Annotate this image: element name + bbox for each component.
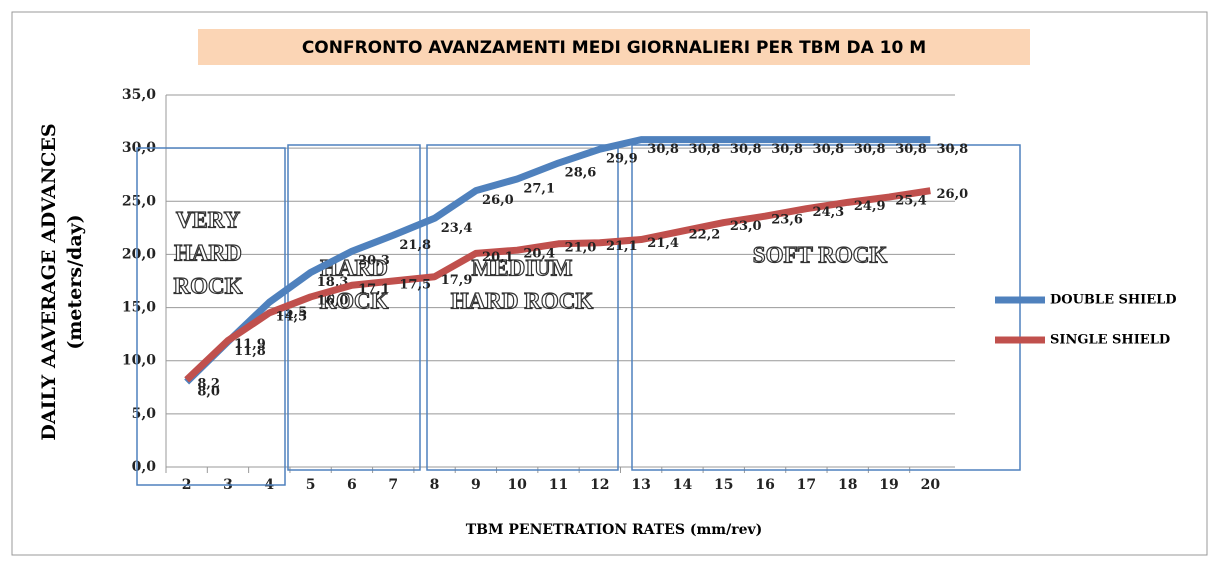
data-label: 30,8	[813, 142, 845, 157]
data-label: 28,6	[565, 166, 597, 181]
chart-border	[11, 11, 1208, 556]
region-label: HARD	[174, 240, 242, 265]
data-label: 21,1	[606, 239, 638, 254]
x-tick-label: 14	[673, 477, 693, 493]
data-label: 11,8	[234, 344, 266, 359]
x-tick-label: 13	[631, 477, 650, 493]
y-tick-label: 10,0	[122, 353, 156, 369]
y-tick-label: 0,0	[132, 459, 157, 475]
data-label: 17,9	[441, 273, 473, 288]
data-label: 17,1	[358, 282, 390, 297]
legend-label: SINGLE SHIELD	[1050, 333, 1170, 348]
data-label: 20,4	[523, 247, 555, 262]
region-label: HARD ROCK	[451, 288, 594, 313]
y-axis-label: DAILY AAVERAGE ADVANCES	[38, 123, 60, 440]
data-label: 14,5	[275, 309, 307, 324]
data-label: 11,9	[234, 337, 266, 352]
region-box	[426, 144, 619, 471]
x-tick-label: 10	[507, 477, 527, 493]
region-label: ROCK	[174, 273, 243, 298]
x-tick-label: 18	[838, 477, 857, 493]
data-label: 30,8	[689, 142, 721, 157]
y-tick-label: 25,0	[122, 193, 156, 209]
x-tick-label: 16	[755, 477, 774, 493]
region-label: MEDIUM	[472, 255, 573, 280]
data-label: 24,3	[813, 205, 845, 220]
data-label: 30,8	[854, 142, 886, 157]
x-tick-label: 7	[388, 477, 398, 493]
region-box	[631, 144, 1021, 471]
data-label: 30,8	[771, 142, 803, 157]
chart-title: CONFRONTO AVANZAMENTI MEDI GIORNALIERI P…	[302, 38, 926, 58]
data-label: 29,9	[606, 152, 638, 167]
x-tick-label: 12	[590, 477, 609, 493]
y-tick-label: 5,0	[132, 406, 157, 422]
data-label: 22,2	[689, 228, 721, 243]
data-label: 30,8	[730, 142, 762, 157]
y-tick-label: 15,0	[122, 300, 156, 316]
data-label: 23,4	[441, 221, 473, 236]
data-label: 26,0	[937, 187, 969, 202]
data-label: 25,4	[895, 194, 927, 209]
x-tick-label: 15	[714, 477, 733, 493]
region-box	[136, 147, 286, 486]
data-label: 30,8	[647, 142, 679, 157]
x-tick-label: 17	[797, 477, 816, 493]
data-label: 21,4	[647, 236, 679, 251]
data-label: 8,2	[197, 376, 220, 391]
x-tick-label: 6	[347, 477, 357, 493]
x-tick-label: 9	[471, 477, 481, 493]
data-label: 26,0	[482, 193, 514, 208]
legend-label: DOUBLE SHIELD	[1050, 293, 1177, 308]
data-label: 21,0	[565, 240, 597, 255]
data-label: 30,8	[937, 142, 969, 157]
data-label: 21,8	[399, 238, 431, 253]
data-label: 30,8	[895, 142, 927, 157]
data-label: 16,0	[317, 293, 349, 308]
y-tick-label: 20,0	[122, 246, 156, 262]
x-tick-label: 5	[306, 477, 316, 493]
x-tick-label: 20	[921, 477, 941, 493]
data-label: 8,0	[197, 384, 220, 399]
data-label: 23,6	[771, 213, 803, 228]
x-tick-label: 8	[430, 477, 440, 493]
title-background	[198, 29, 1030, 65]
data-label: 20,3	[358, 254, 390, 269]
data-label: 24,9	[854, 199, 886, 214]
series-line	[184, 187, 931, 383]
y-tick-label: 35,0	[122, 87, 156, 103]
x-tick-label: 19	[879, 477, 898, 493]
x-tick-label: 11	[549, 477, 568, 493]
data-label: 17,5	[399, 278, 431, 293]
data-label: 23,0	[730, 219, 762, 234]
region-label: SOFT ROCK	[753, 242, 888, 267]
y-axis-label: (meters/day)	[64, 214, 86, 349]
series-line	[184, 136, 931, 385]
data-label: 20,1	[482, 250, 514, 265]
region-label: VERY	[176, 207, 241, 232]
data-label: 27,1	[523, 181, 555, 196]
x-axis-label: TBM PENETRATION RATES (mm/rev)	[466, 522, 762, 538]
